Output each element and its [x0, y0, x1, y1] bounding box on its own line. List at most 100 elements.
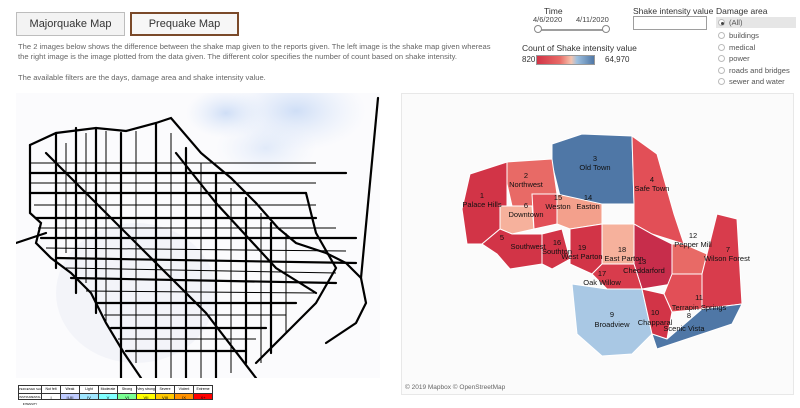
color-legend-title: Count of Shake intensity value [522, 43, 637, 53]
region-label-northwest: Northwest [509, 180, 544, 189]
region-terrapin-springs [663, 273, 703, 313]
scale-header: Violent [175, 386, 193, 393]
region-map-svg: 1 Palace Hills 2 Northwest 3 Old Town 4 … [402, 94, 793, 394]
radio-icon [718, 44, 725, 51]
damage-area-title: Damage area [716, 6, 768, 16]
region-label-3: 3 [593, 154, 597, 163]
time-slider-start-handle[interactable] [534, 25, 542, 33]
description-line-2: the right image is the image plotted fro… [18, 52, 458, 61]
region-label-safe-town: Safe Town [635, 184, 670, 193]
region-label-15: 15 [554, 193, 562, 202]
scale-level: V [99, 392, 117, 400]
scale-header: Moderate [99, 386, 117, 393]
scale-level: I [42, 392, 60, 400]
time-start-label: 4/6/2020 [533, 15, 563, 24]
intensity-input[interactable] [633, 16, 707, 30]
region-label-west-parton: West Parton [561, 252, 602, 261]
region-broadview [571, 283, 653, 357]
scale-level: II-III [61, 392, 79, 400]
region-label-pepper-mill: Pepper Mill [674, 240, 712, 249]
scale-header: Very strong [137, 386, 155, 393]
region-label-19: 19 [578, 243, 586, 252]
region-label-oak-willow: Oak Willow [583, 278, 621, 287]
region-scenic-vista [651, 303, 743, 350]
scale-level: X+ [194, 392, 212, 400]
radio-icon [718, 67, 725, 74]
scale-header: Not felt [42, 386, 60, 393]
radio-icon [718, 32, 725, 39]
damage-option-all[interactable]: (All) [716, 17, 796, 28]
region-label-chapparal: Chapparal [638, 318, 673, 327]
region-label-wilson-forest: Wilson Forest [704, 254, 751, 263]
radio-icon [718, 19, 725, 26]
region-label-14: 14 [584, 193, 592, 202]
intensity-filter-title: Shake intensity value [633, 6, 714, 16]
intensity-scale-legend: PERCEIVED SHAKINGINSTRUMENTAL INTENSITY … [18, 385, 213, 406]
region-label-downtown: Downtown [508, 210, 543, 219]
scale-level: VIII [156, 392, 174, 400]
region-label-8: 8 [687, 311, 691, 320]
region-label-cheddarford: Cheddarford [623, 266, 665, 275]
color-legend-bar [536, 55, 595, 65]
time-filter-title: Time [544, 6, 563, 16]
tab-prequake-map[interactable]: Prequake Map [130, 12, 239, 36]
description-line-3: The available filters are the days, dama… [18, 73, 266, 82]
color-legend-min: 820 [522, 55, 536, 64]
damage-option-label: buildings [729, 31, 759, 40]
scale-header: PERCEIVED SHAKING [19, 386, 41, 393]
region-label-terrapin-springs: Terrapin Springs [672, 303, 727, 312]
time-slider-track[interactable] [538, 29, 606, 31]
region-label-scenic-vista: Scenic Vista [663, 324, 705, 333]
region-label-2: 2 [524, 171, 528, 180]
map-attribution: © 2019 Mapbox © OpenStreetMap [405, 384, 506, 391]
region-label-4: 4 [650, 175, 654, 184]
region-chapparal [641, 288, 673, 340]
scale-header: Weak [61, 386, 79, 393]
damage-option-buildings[interactable]: buildings [716, 30, 796, 41]
region-label-5: 5 [500, 233, 504, 242]
scale-level: IX [175, 392, 193, 400]
radio-icon [718, 78, 725, 85]
time-end-label: 4/11/2020 [576, 15, 609, 24]
damage-option-label: medical [729, 43, 756, 52]
damage-option-medical[interactable]: medical [716, 42, 796, 53]
region-oak-willow [591, 263, 643, 290]
scale-level: VI [118, 392, 136, 400]
region-label-6: 6 [524, 201, 528, 210]
damage-option-power[interactable]: power [716, 53, 796, 64]
shake-map-roads [16, 93, 380, 378]
region-label-broadview: Broadview [594, 320, 630, 329]
region-label-12: 12 [689, 231, 697, 240]
region-label-palace-hills: Palace Hills [462, 200, 501, 209]
damage-option-sewer-and-water[interactable]: sewer and water [716, 76, 796, 87]
scale-header: Extreme [194, 386, 212, 393]
region-label-easton: Easton [576, 202, 599, 211]
region-label-weston: Weston [545, 202, 570, 211]
scale-header: Light [80, 386, 98, 393]
region-map[interactable]: 1 Palace Hills 2 Northwest 3 Old Town 4 … [401, 93, 794, 395]
region-label-1: 1 [480, 191, 484, 200]
region-downtown [499, 205, 535, 235]
region-label-old-town: Old Town [579, 163, 610, 172]
region-southton [541, 228, 571, 270]
description-line-1: The 2 images below shows the difference … [18, 42, 491, 51]
color-legend-max: 64,970 [605, 55, 630, 64]
damage-option-label: roads and bridges [729, 66, 790, 75]
damage-option-label: (All) [729, 18, 743, 27]
scale-level: IV [80, 392, 98, 400]
region-label-10: 10 [651, 308, 659, 317]
region-label-southwest: Southwest [510, 242, 546, 251]
region-safe-town [631, 135, 685, 245]
region-label-east-parton: East Parton [604, 254, 643, 263]
region-label-southton: Southton [542, 247, 572, 256]
region-label-18: 18 [618, 245, 626, 254]
region-label-16: 16 [553, 238, 561, 247]
damage-option-label: sewer and water [729, 77, 785, 86]
shake-map[interactable] [16, 93, 380, 378]
region-label-11: 11 [695, 293, 703, 302]
time-slider-end-handle[interactable] [602, 25, 610, 33]
damage-option-roads-and-bridges[interactable]: roads and bridges [716, 65, 796, 76]
scale-level: VII [137, 392, 155, 400]
scale-level: INSTRUMENTAL INTENSITY [19, 392, 41, 406]
tab-majorquake-map[interactable]: Majorquake Map [16, 12, 125, 36]
